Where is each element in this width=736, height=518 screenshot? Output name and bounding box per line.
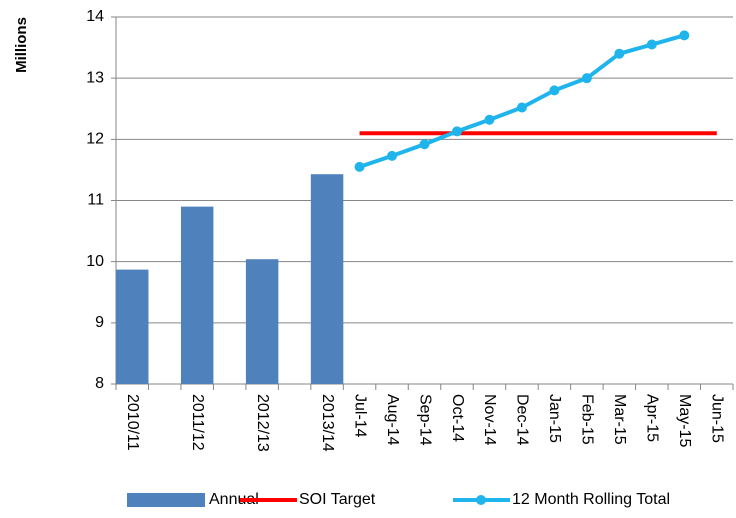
x-tick-label: Aug-14 xyxy=(384,394,401,446)
x-tick-label: Jan-15 xyxy=(546,394,563,443)
marker xyxy=(614,48,625,59)
bar xyxy=(245,259,279,384)
marker xyxy=(516,102,527,113)
legend-label: Annual xyxy=(209,491,259,508)
bar xyxy=(310,174,344,384)
marker xyxy=(451,126,462,137)
marker xyxy=(549,85,560,96)
y-tick-label: 13 xyxy=(86,69,104,86)
x-tick-label: 2010/11 xyxy=(124,394,141,451)
x-tick-label: 2013/14 xyxy=(319,394,336,452)
x-tick-label: Sep-14 xyxy=(416,394,433,446)
x-tick-label: Feb-15 xyxy=(579,394,596,445)
x-tick-label: Nov-14 xyxy=(481,394,498,446)
bar xyxy=(180,206,214,384)
y-tick-label: 12 xyxy=(86,131,104,148)
marker xyxy=(646,39,657,50)
marker xyxy=(419,139,430,150)
bar xyxy=(116,269,149,384)
y-tick-label: 10 xyxy=(86,253,104,270)
y-tick-label: 8 xyxy=(95,375,104,392)
marker xyxy=(484,114,495,125)
y-tick-label: 14 xyxy=(86,8,104,25)
x-tick-label: Jun-15 xyxy=(709,394,726,443)
legend-label: SOI Target xyxy=(299,491,376,508)
x-tick-label: Oct-14 xyxy=(449,394,466,442)
x-tick-label: 2012/13 xyxy=(254,394,271,452)
x-tick-label: Dec-14 xyxy=(514,394,531,446)
legend-swatch xyxy=(476,495,486,505)
line xyxy=(358,33,685,169)
x-tick-label: May-15 xyxy=(676,394,693,447)
legend-label: 12 Month Rolling Total xyxy=(512,491,670,508)
x-tick-label: Apr-15 xyxy=(644,394,661,442)
x-tick-label: 2011/12 xyxy=(189,394,206,451)
marker xyxy=(354,161,365,172)
x-tick-label: Jul-14 xyxy=(351,394,368,438)
y-tick-label: 11 xyxy=(87,192,104,209)
x-tick-label: Mar-15 xyxy=(611,394,628,445)
marker xyxy=(581,73,592,84)
legend-swatch xyxy=(127,493,205,507)
marker xyxy=(387,150,398,161)
marker xyxy=(679,30,690,41)
y-axis-label: Millions xyxy=(13,17,30,73)
y-tick-label: 9 xyxy=(95,314,104,331)
